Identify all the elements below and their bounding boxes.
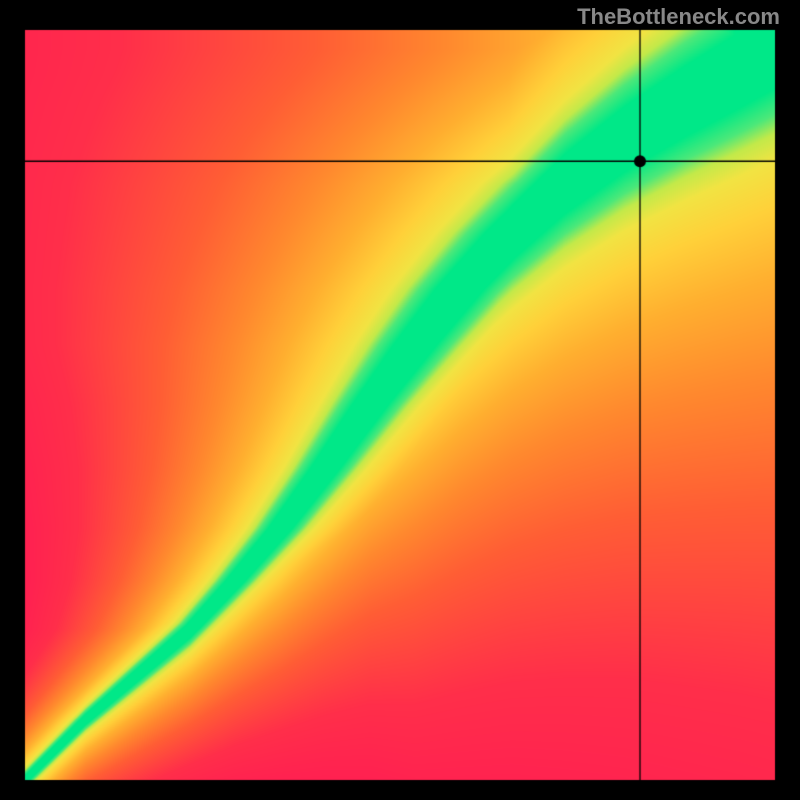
chart-container: TheBottleneck.com (0, 0, 800, 800)
watermark-text: TheBottleneck.com (577, 4, 780, 30)
heatmap-canvas (0, 0, 800, 800)
